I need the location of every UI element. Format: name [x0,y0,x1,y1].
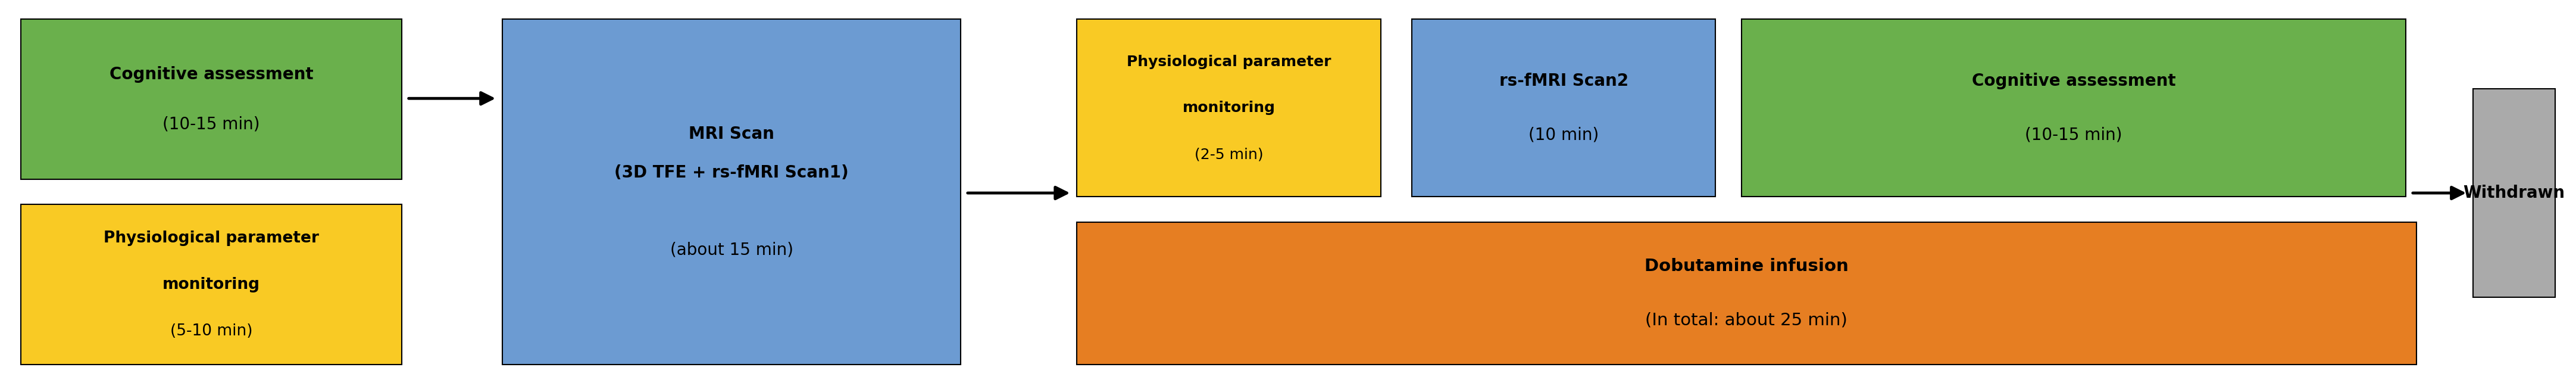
Text: (10-15 min): (10-15 min) [162,116,260,133]
Text: (2-5 min): (2-5 min) [1195,147,1262,162]
FancyBboxPatch shape [2473,89,2555,297]
Text: (10 min): (10 min) [1528,127,1600,144]
Text: MRI Scan: MRI Scan [688,126,775,142]
Text: Cognitive assessment: Cognitive assessment [108,66,314,83]
Text: Physiological parameter: Physiological parameter [1126,54,1332,69]
Text: (5-10 min): (5-10 min) [170,323,252,339]
Text: (10-15 min): (10-15 min) [2025,127,2123,144]
Text: Physiological parameter: Physiological parameter [103,230,319,246]
Text: monitoring: monitoring [162,277,260,293]
Text: Dobutamine infusion: Dobutamine infusion [1643,258,1850,275]
FancyBboxPatch shape [1077,222,2416,365]
FancyBboxPatch shape [21,19,402,179]
FancyBboxPatch shape [502,19,961,365]
Text: monitoring: monitoring [1182,101,1275,115]
FancyBboxPatch shape [1741,19,2406,197]
FancyBboxPatch shape [1077,19,1381,197]
Text: (In total: about 25 min): (In total: about 25 min) [1646,312,1847,329]
Text: Withdrawn: Withdrawn [2463,185,2566,201]
Text: (about 15 min): (about 15 min) [670,242,793,258]
FancyBboxPatch shape [21,205,402,365]
Text: rs-fMRI Scan2: rs-fMRI Scan2 [1499,73,1628,90]
Text: (3D TFE + rs-fMRI Scan1): (3D TFE + rs-fMRI Scan1) [616,164,848,181]
FancyBboxPatch shape [1412,19,1716,197]
Text: Cognitive assessment: Cognitive assessment [1971,73,2177,90]
